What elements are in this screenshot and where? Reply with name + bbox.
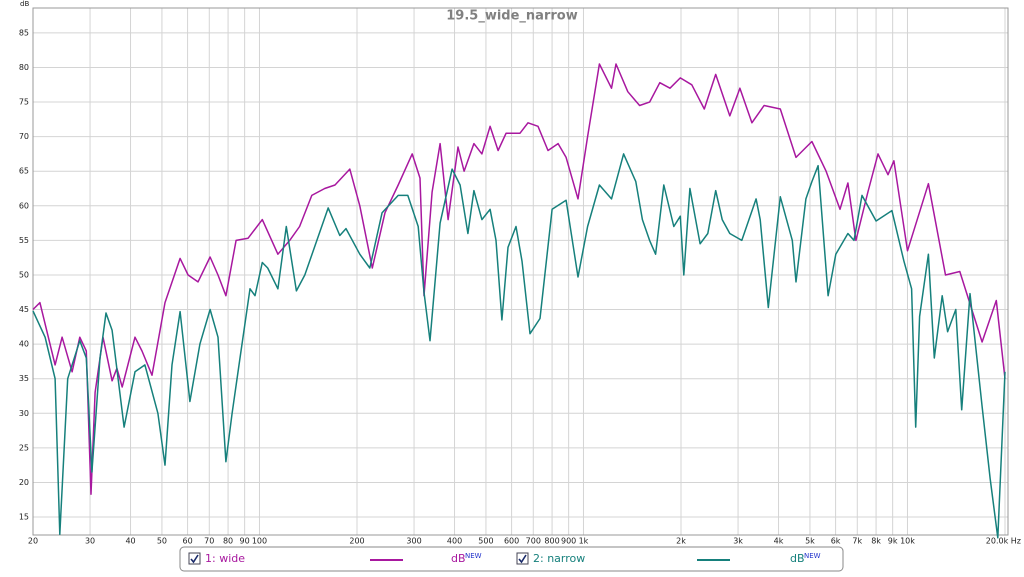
legend-checkbox[interactable] <box>188 552 201 565</box>
legend-entry: 1: wide dB NEW <box>188 552 482 565</box>
chart-title: 19.5_wide_narrow <box>446 9 577 24</box>
legend-unit-tag: NEW <box>465 552 482 560</box>
y-tick-label: 60 <box>19 201 29 210</box>
y-tick-label: 45 <box>19 305 29 314</box>
y-tick-label: 80 <box>19 63 29 72</box>
x-tick-label: 4k <box>774 537 784 546</box>
x-tick-label: 40 <box>125 537 135 546</box>
legend-label: 2: narrow <box>533 552 585 565</box>
plot-lines <box>32 63 1006 539</box>
legend-unit: dB <box>790 552 805 565</box>
series-line <box>32 63 1006 495</box>
x-tick-label: 20.0k Hz <box>986 537 1021 546</box>
x-tick-label: 200 <box>349 537 364 546</box>
x-tick-label: 80 <box>223 537 233 546</box>
legend <box>179 546 844 572</box>
x-tick-label: 20 <box>28 537 38 546</box>
x-tick-label: 600 <box>504 537 519 546</box>
x-tick-label: 30 <box>85 537 95 546</box>
x-tick-label: 5k <box>805 537 815 546</box>
x-tick-label: 3k <box>733 537 743 546</box>
series-line <box>32 153 1006 539</box>
legend-unit: dB <box>451 552 466 565</box>
x-tick-label: 800 <box>544 537 559 546</box>
y-tick-label: 30 <box>19 409 29 418</box>
legend-items: 1: wide dB NEW 2: narrow dB NEW <box>188 552 821 565</box>
y-tick-label: 35 <box>19 374 29 383</box>
x-tick-label: 60 <box>182 537 192 546</box>
legend-entry: 2: narrow dB NEW <box>516 552 821 565</box>
x-tick-label: 9k <box>888 537 898 546</box>
legend-unit-tag: NEW <box>804 552 821 560</box>
x-tick-label: 90 <box>240 537 250 546</box>
x-tick-label: 700 <box>526 537 541 546</box>
y-tick-label: 25 <box>19 443 29 452</box>
x-tick-label: 70 <box>204 537 214 546</box>
x-tick-label: 1k <box>579 537 589 546</box>
x-tick-label: 500 <box>478 537 493 546</box>
grid <box>32 8 1008 535</box>
y-tick-label: 15 <box>19 513 29 522</box>
x-tick-label: 400 <box>447 537 462 546</box>
y-tick-label: 75 <box>19 98 29 107</box>
plot-frame <box>32 7 1009 536</box>
y-tick-label: 50 <box>19 270 29 279</box>
x-tick-label: 2k <box>676 537 686 546</box>
legend-label: 1: wide <box>205 552 245 565</box>
x-tick-label: 6k <box>831 537 841 546</box>
y-axis-label: dB <box>20 0 29 8</box>
x-tick-label: 100 <box>252 537 267 546</box>
x-tick-label: 8k <box>871 537 881 546</box>
x-tick-label: 50 <box>157 537 167 546</box>
x-tick-label: 7k <box>852 537 862 546</box>
checkmark <box>190 554 199 564</box>
y-tick-label: 85 <box>19 28 29 37</box>
checkmark <box>518 554 527 564</box>
x-tick-label: 10k <box>900 537 915 546</box>
y-tick-label: 40 <box>19 340 29 349</box>
legend-checkbox[interactable] <box>516 552 529 565</box>
x-tick-label: 900 <box>561 537 576 546</box>
y-tick-label: 20 <box>19 478 29 487</box>
x-tick-label: 300 <box>406 537 421 546</box>
y-tick-label: 70 <box>19 132 29 141</box>
y-tick-label: 55 <box>19 236 29 245</box>
y-tick-label: 65 <box>19 167 29 176</box>
